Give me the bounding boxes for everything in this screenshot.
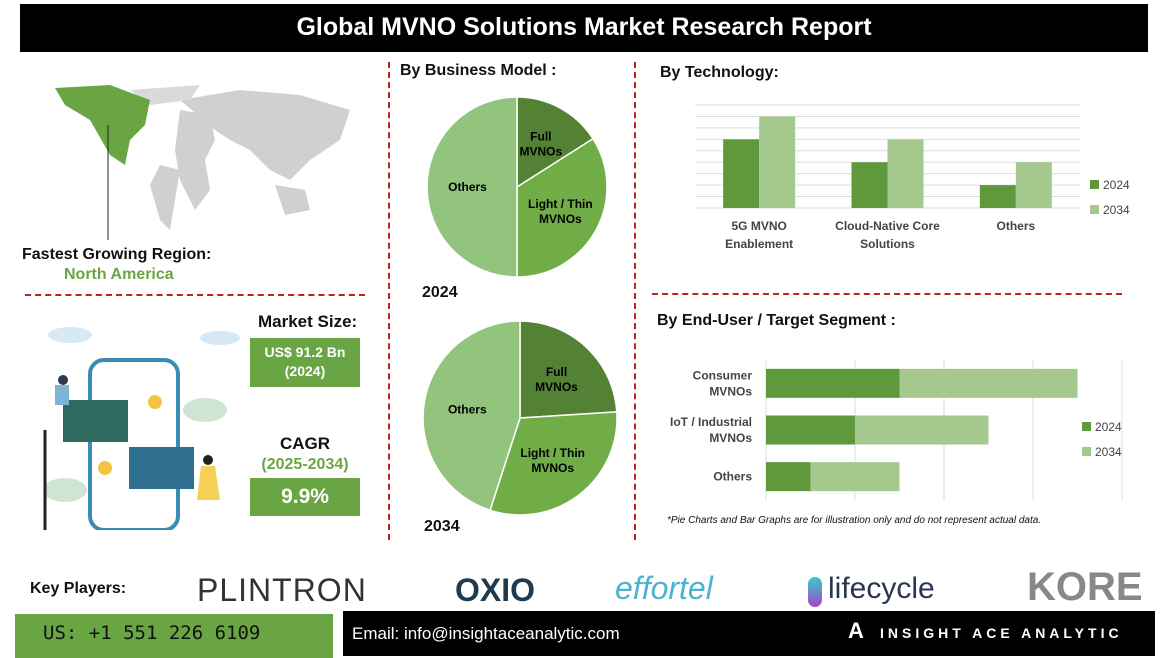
bar bbox=[887, 139, 924, 208]
cagr-label: CAGR bbox=[279, 434, 331, 453]
disclaimer-note: *Pie Charts and Bar Graphs are for illus… bbox=[667, 515, 1042, 526]
pie-label: Full bbox=[546, 365, 567, 379]
page-title: Global MVNO Solutions Market Research Re… bbox=[20, 4, 1148, 52]
world-map bbox=[55, 85, 350, 240]
divider bbox=[388, 62, 390, 540]
cagr-period: (2025-2034) bbox=[261, 456, 349, 473]
region-value: North America bbox=[64, 266, 174, 283]
pie-label: Light / Thin bbox=[528, 197, 593, 211]
lifecycle-logo-icon bbox=[808, 577, 822, 607]
pie-label: Others bbox=[448, 403, 487, 417]
bar-segment bbox=[766, 368, 900, 398]
pie-slice bbox=[516, 137, 608, 278]
payment-illustration bbox=[43, 327, 240, 530]
pie-slice bbox=[519, 320, 618, 419]
pie-slice bbox=[489, 411, 618, 516]
legend-label: 2024 bbox=[1095, 420, 1122, 434]
pie-slice bbox=[426, 96, 518, 278]
technology-title: By Technology: bbox=[660, 64, 779, 81]
divider bbox=[652, 293, 1122, 295]
bar bbox=[723, 139, 760, 208]
cagr-value: 9.9% bbox=[250, 478, 360, 516]
pie-label: MVNOs bbox=[535, 380, 578, 394]
region-label: Fastest Growing Region: bbox=[22, 246, 212, 263]
email-link[interactable]: Email: info@insightaceanalytic.com bbox=[352, 624, 620, 643]
bar-segment bbox=[766, 415, 855, 445]
technology-bar-chart: 5G MVNO Enablement Cloud-Native Core Soluti… bbox=[695, 104, 1130, 251]
pie-label: Light / Thin bbox=[520, 446, 585, 460]
logo-oxio: OXIO bbox=[455, 572, 536, 608]
insightace-logo-icon: A bbox=[848, 618, 864, 643]
tick-label: IoT / Industrial bbox=[670, 415, 752, 429]
logo-kore: KORE bbox=[1027, 565, 1143, 609]
end-user-title: By End-User / Target Segment : bbox=[657, 312, 896, 329]
market-size-box: US$ 91.2 Bn (2024) bbox=[250, 338, 360, 387]
legend-label: 2034 bbox=[1095, 445, 1122, 459]
pie-label: MVNOs bbox=[531, 461, 574, 475]
tick-label: Enablement bbox=[725, 237, 793, 251]
end-user-bar-chart: Consumer MVNOs IoT / Industrial MVNOs Others… bbox=[670, 360, 1123, 500]
divider bbox=[634, 62, 636, 540]
bar-segment bbox=[899, 368, 1078, 398]
legend-label: 2034 bbox=[1103, 203, 1130, 217]
pie-year-2024: 2024 bbox=[422, 284, 458, 301]
tick-label: MVNOs bbox=[709, 384, 752, 398]
bar bbox=[979, 185, 1016, 208]
pie-label: MVNOs bbox=[539, 212, 582, 226]
legend-swatch bbox=[1082, 447, 1091, 456]
logo-plintron: PLINTRON bbox=[197, 572, 367, 608]
bar bbox=[1015, 162, 1052, 208]
divider bbox=[25, 294, 365, 296]
logo-effortel: effortel bbox=[615, 570, 713, 606]
phone-number[interactable]: US: +1 551 226 6109 bbox=[15, 614, 333, 658]
pie-label: Full bbox=[530, 130, 551, 144]
pie-year-2034: 2034 bbox=[424, 518, 460, 535]
bar-segment bbox=[766, 462, 811, 492]
legend-swatch bbox=[1090, 180, 1099, 189]
tick-label: Others bbox=[713, 470, 752, 484]
tick-label: Solutions bbox=[860, 237, 915, 251]
legend-label: 2024 bbox=[1103, 178, 1130, 192]
tick-label: MVNOs bbox=[709, 431, 752, 445]
bar-segment bbox=[810, 462, 900, 492]
market-size-value: US$ 91.2 Bn bbox=[264, 344, 346, 360]
legend-swatch bbox=[1082, 422, 1091, 431]
pie-slice bbox=[516, 96, 595, 189]
key-players-label: Key Players: bbox=[30, 580, 127, 597]
market-size-label: Market Size: bbox=[258, 312, 358, 331]
tick-label: Consumer bbox=[693, 368, 753, 382]
tick-label: Cloud-Native Core bbox=[835, 219, 940, 233]
bar bbox=[851, 162, 888, 208]
brand-name: INSIGHT ACE ANALYTIC bbox=[880, 625, 1123, 641]
logo-lifecycle: lifecycle bbox=[828, 572, 935, 605]
bar bbox=[759, 116, 796, 208]
tick-label: 5G MVNO bbox=[731, 219, 786, 233]
bar-segment bbox=[855, 415, 989, 445]
market-size-year: (2024) bbox=[284, 363, 326, 379]
legend-swatch bbox=[1090, 205, 1099, 214]
pie-label: Others bbox=[448, 180, 487, 194]
pie-label: MVNOs bbox=[520, 145, 563, 159]
tick-label: Others bbox=[996, 219, 1035, 233]
business-model-title: By Business Model : bbox=[400, 62, 557, 79]
pie-slice bbox=[422, 320, 521, 512]
